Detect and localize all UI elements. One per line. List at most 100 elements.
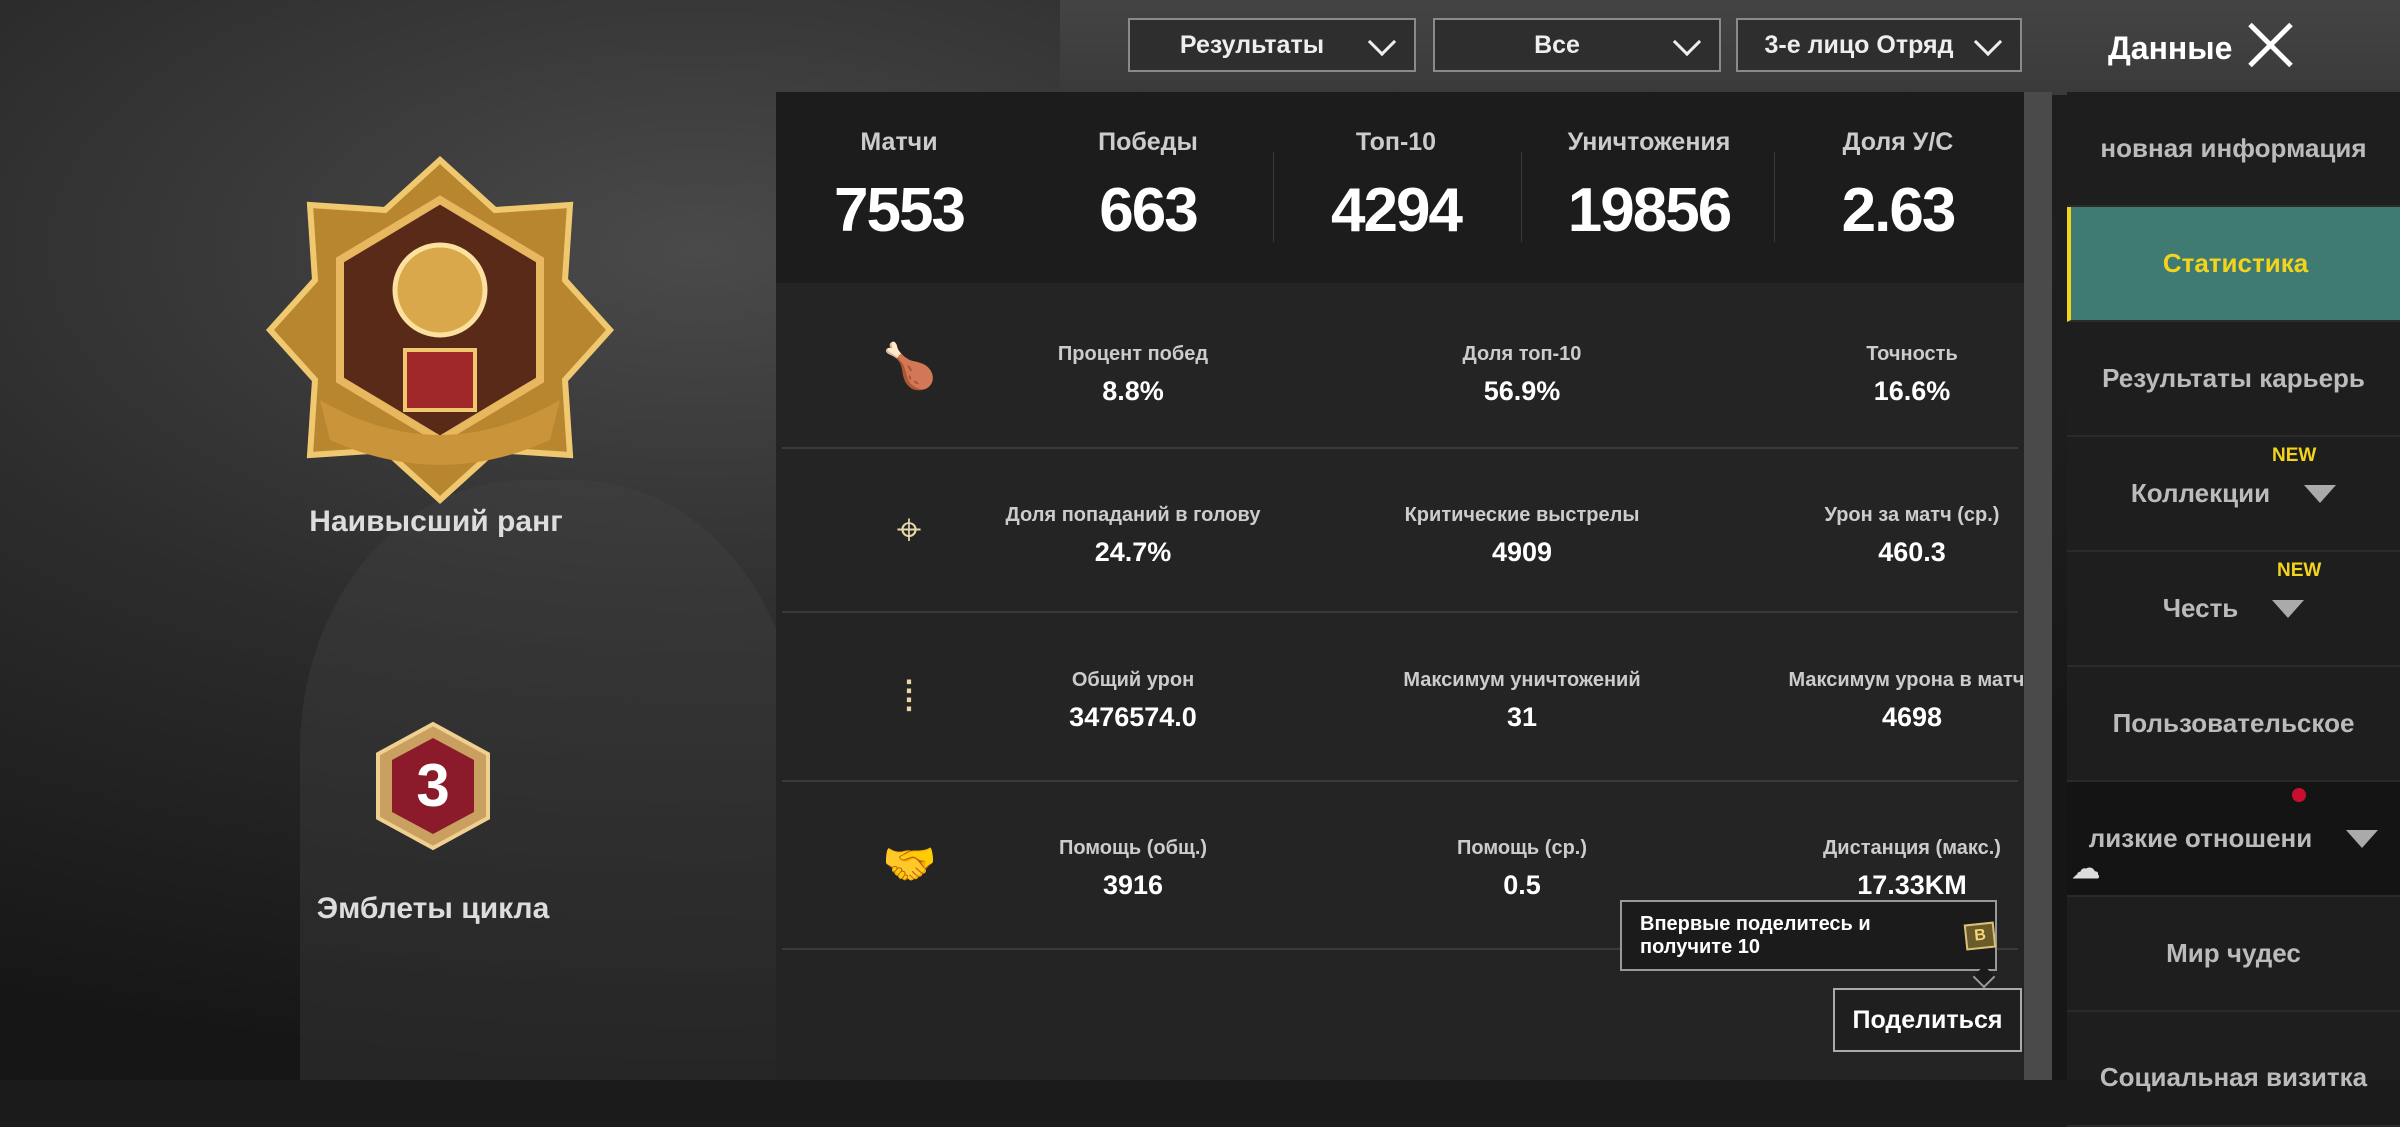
results-dropdown[interactable]: Результаты [1128,18,1416,72]
stat-label: Максимум уничтожений [1403,669,1641,691]
stat-label: Топ-10 [1355,128,1437,156]
stat-cell: Процент побед 8.8% [968,343,1298,407]
stat-value: 4909 [1491,537,1553,567]
triangle-down-icon [2346,829,2379,848]
sidebar-item-collections[interactable]: Коллекции NEW [2067,437,2400,552]
stat-kd: Доля У/С 2.63 [1773,92,2023,246]
stat-label: Процент побед [1057,343,1209,365]
sidebar-item-label: Статистика [2162,248,2309,278]
stat-value: 8.8% [1102,376,1164,406]
stat-label: Доля У/С [1842,128,1954,156]
divider [1273,152,1274,242]
sidebar-item-label: Честь [2162,593,2239,623]
sidebar-item-basic-info[interactable]: новная информация [2067,92,2400,207]
divider [1774,152,1775,242]
stat-label: Победы [1098,128,1198,156]
stat-cell: Максимум уничтожений 31 [1357,669,1687,733]
stat-value: 19856 [1567,176,1732,245]
sidebar-item-label: новная информация [2100,133,2367,163]
scrollbar[interactable] [2024,92,2052,1080]
stat-matches: Матчи 7553 [774,92,1024,246]
tooltip-text: Впервые поделитесь и получите 10 [1640,912,1871,958]
stat-cell: Дистанция (макс.) 17.33KM [1747,837,2077,901]
sidebar-item-statistics[interactable]: Статистика [2067,207,2400,322]
dropdown-label: Все [1534,30,1580,59]
stat-label: Помощь (общ.) [1058,837,1208,859]
stat-top10: Топ-10 4294 [1271,92,1521,246]
stat-label: Доля попаданий в голову [1005,504,1261,526]
cycle-emblem-icon[interactable]: 3 [372,720,494,852]
sidebar-item-label: лизкие отношени [2088,823,2313,853]
stat-label: Критические выстрелы [1404,504,1640,526]
stat-value: 3476574.0 [1069,702,1197,732]
close-icon[interactable] [2245,20,2295,70]
stat-cell: Доля попаданий в голову 24.7% [968,504,1298,568]
stat-value: 17.33KM [1857,870,1967,900]
bullets-icon: ⁞ [902,671,916,721]
stat-cell: Помощь (общ.) 3916 [968,837,1298,901]
sidebar: новная информация Статистика Результаты … [2067,92,2400,1127]
stat-value: 2.63 [1841,176,1957,245]
sidebar-item-label: Мир чудес [2166,938,2301,968]
stat-label: Урон за матч (ср.) [1824,504,2000,526]
stat-kills: Уничтожения 19856 [1524,92,1774,246]
stat-label: Общий урон [1071,669,1195,691]
stat-cell: Доля топ-10 56.9% [1357,343,1687,407]
stat-value: 460.3 [1878,537,1946,567]
new-badge: NEW [2272,445,2317,466]
emblem-number: 3 [416,752,449,819]
stat-cell: Помощь (ср.) 0.5 [1357,837,1687,901]
highest-rank-medal-icon [265,155,615,505]
stat-value: 0.5 [1503,870,1541,900]
mode-dropdown[interactable]: Все [1433,18,1721,72]
stat-cell: Максимум урона в матче 4698 [1747,669,2077,733]
stat-row: ⁞ Общий урон 3476574.0 Максимум уничтожений… [782,617,2036,782]
stat-value: 24.7% [1094,537,1172,567]
sidebar-item-label: Коллекции [2130,478,2271,508]
perspective-dropdown[interactable]: 3-е лицо Отряд [1736,18,2022,72]
sidebar-item-custom[interactable]: Пользовательское [2067,667,2400,782]
stat-value: 31 [1506,702,1538,732]
stat-label: Дистанция (макс.) [1823,837,2001,859]
sidebar-item-honor[interactable]: Честь NEW [2067,552,2400,667]
chicken-icon: 🍗 [882,342,937,391]
stat-value: 7553 [834,176,966,245]
dropdown-label: Результаты [1179,30,1325,59]
sidebar-item-career[interactable]: Результаты карьерь [2067,322,2400,437]
stat-row: 🍗 Процент побед 8.8% Доля топ-10 56.9% Точнос… [782,291,2018,449]
crosshair-icon: ⌖ [896,504,922,554]
stat-label: Матчи [860,128,938,156]
sidebar-item-label: Пользовательское [2112,708,2355,738]
stat-wins: Победы 663 [1023,92,1273,246]
sidebar-item-relationships[interactable]: лизкие отношени ☁ [2067,782,2400,897]
stat-cell: Критические выстрелы 4909 [1357,504,1687,568]
stat-row: ⌖ Доля попаданий в голову 24.7% Критические… [782,452,2018,613]
stat-label: Точность [1866,343,1958,365]
sidebar-item-wonderland[interactable]: Мир чудес [2067,897,2400,1012]
share-button[interactable]: Поделиться [1833,988,2022,1052]
triangle-down-icon [2304,484,2337,503]
stat-row: 🤝 Помощь (общ.) 3916 Помощь (ср.) 0.5 Дистанц… [782,785,2018,950]
stat-label: Доля топ-10 [1462,343,1582,365]
sidebar-item-social-card[interactable]: Социальная визитка [2067,1012,2400,1127]
stat-cell: Урон за матч (ср.) 460.3 [1747,504,2077,568]
dropdown-label: 3-е лицо Отряд [1764,30,1954,59]
coupon-icon: B [1963,920,1997,951]
stat-value: 4294 [1331,176,1463,245]
stat-label: Максимум урона в матче [1788,669,2036,691]
summary-stats: Матчи 7553 Победы 663 Топ-10 4294 Уничтожен… [776,92,2024,283]
cloud-download-icon[interactable]: ☁ [2072,853,2100,884]
stat-value: 663 [1099,176,1198,245]
new-badge: NEW [2277,560,2322,581]
sidebar-item-label: Результаты карьерь [2102,363,2365,393]
triangle-down-icon [2272,599,2305,618]
cycle-emblems-label: Эмблеты цикла [316,892,550,925]
stat-value: 16.6% [1873,376,1951,406]
stat-value: 56.9% [1483,376,1561,406]
stat-cell: Точность 16.6% [1747,343,2077,407]
stat-label: Помощь (ср.) [1456,837,1588,859]
stat-value: 3916 [1102,870,1164,900]
notification-dot [2292,788,2306,802]
share-reward-tooltip: Впервые поделитесь и получите 10 B [1620,900,1997,971]
divider [1521,152,1522,242]
